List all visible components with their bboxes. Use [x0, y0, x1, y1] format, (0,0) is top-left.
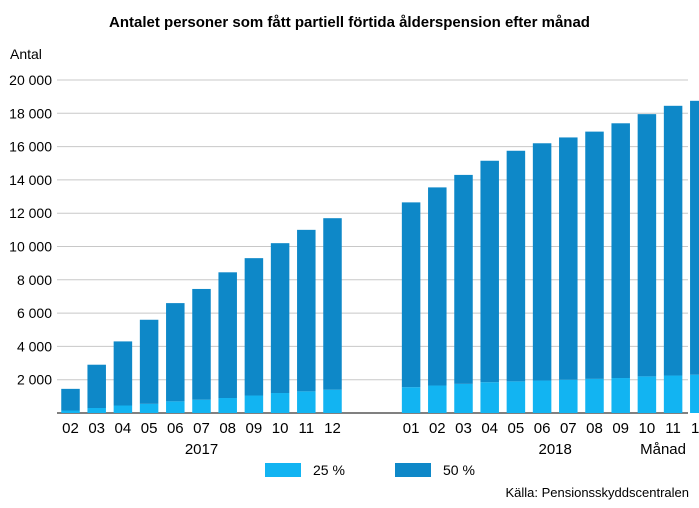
- bar-segment-25: [87, 408, 106, 413]
- x-tick-label: 04: [115, 420, 132, 437]
- bar-segment-50: [192, 288, 211, 400]
- bar-segment-50: [87, 364, 106, 409]
- bar-segment-50: [454, 174, 473, 384]
- y-tick-label: 8 000: [17, 272, 52, 288]
- y-tick-label: 4 000: [17, 338, 52, 354]
- bar-segment-50: [428, 187, 447, 386]
- x-tick-label: 10: [639, 420, 656, 437]
- bar-segment-25: [323, 389, 342, 413]
- x-tick-label: 02: [429, 420, 446, 437]
- bar-segment-25: [166, 401, 185, 413]
- bar-segment-50: [297, 229, 316, 392]
- bar-segment-25: [270, 393, 290, 413]
- x-tick-label: 02: [62, 420, 79, 437]
- chart-title: Antalet personer som fått partiell förti…: [109, 14, 590, 31]
- x-tick-label: 06: [534, 420, 551, 437]
- legend-swatch-50: [395, 463, 431, 477]
- x-tick-label: 08: [219, 420, 236, 437]
- bar-segment-50: [585, 131, 604, 379]
- x-tick-label: 05: [141, 420, 158, 437]
- x-tick-label: 09: [612, 420, 629, 437]
- y-axis-label: Antal: [10, 46, 42, 62]
- y-tick-label: 12 000: [9, 205, 52, 221]
- bar-segment-50: [401, 202, 421, 388]
- bar-segment-25: [61, 410, 80, 413]
- x-tick-label: 12: [324, 420, 341, 437]
- bar-segment-25: [585, 378, 604, 413]
- bar-segment-50: [532, 143, 552, 381]
- bar-segment-25: [454, 383, 473, 413]
- bar-segment-50: [559, 137, 578, 380]
- source-note: Källa: Pensionsskyddscentralen: [505, 485, 689, 500]
- legend-item-25: 25 %: [265, 462, 345, 478]
- legend-label-50: 50 %: [443, 462, 475, 478]
- x-tick-label: 07: [560, 420, 577, 437]
- x-group-label: 2017: [185, 441, 218, 458]
- x-tick-label: 01: [403, 420, 420, 437]
- legend-item-50: 50 %: [395, 462, 475, 478]
- y-tick-label: 20 000: [9, 72, 52, 88]
- y-tick-label: 10 000: [9, 239, 52, 255]
- bar-segment-25: [611, 378, 630, 413]
- bar-segment-50: [637, 114, 657, 377]
- legend-label-25: 25 %: [313, 462, 345, 478]
- bar-segment-50: [113, 341, 133, 406]
- bar-segment-50: [270, 243, 290, 394]
- bar-segment-50: [323, 218, 342, 390]
- x-tick-label: 09: [246, 420, 263, 437]
- bar-segment-25: [192, 399, 211, 413]
- x-axis-label: Månad: [640, 441, 686, 458]
- x-tick-label: 11: [665, 420, 681, 437]
- x-tick-label: 05: [508, 420, 525, 437]
- bar-segment-25: [297, 391, 316, 413]
- bar-segment-25: [401, 387, 421, 413]
- y-tick-label: 14 000: [9, 172, 52, 188]
- bar-segment-25: [663, 375, 683, 413]
- bar-segment-50: [506, 150, 526, 382]
- y-tick-label: 16 000: [9, 139, 52, 155]
- bar-segment-25: [244, 395, 264, 413]
- x-tick-label: 07: [193, 420, 210, 437]
- bar-segment-50: [663, 105, 683, 376]
- x-tick-label: 08: [586, 420, 603, 437]
- bar-segment-25: [506, 381, 526, 413]
- x-tick-label: 11: [299, 420, 315, 437]
- bar-segment-50: [218, 272, 237, 399]
- bar-segment-25: [218, 398, 237, 413]
- bar-segment-25: [532, 380, 552, 413]
- legend-swatch-25: [265, 463, 301, 477]
- bar-segment-25: [690, 374, 699, 413]
- x-tick-label: 06: [167, 420, 184, 437]
- bar-segment-25: [428, 385, 447, 413]
- bar-segment-50: [244, 258, 264, 396]
- x-group-label: 2018: [539, 441, 572, 458]
- x-tick-label: 12: [691, 420, 699, 437]
- x-tick-label: 10: [272, 420, 289, 437]
- y-tick-label: 6 000: [17, 305, 52, 321]
- bar-segment-50: [480, 160, 499, 383]
- bar-segment-25: [559, 379, 578, 413]
- bar-segment-50: [690, 100, 699, 375]
- bar-segment-50: [139, 319, 159, 404]
- bar-segment-50: [611, 123, 630, 379]
- bar-segment-25: [480, 382, 499, 413]
- y-tick-label: 18 000: [9, 105, 52, 121]
- bar-segment-50: [166, 303, 185, 402]
- bar-segment-25: [139, 403, 159, 413]
- legend: 25 % 50 %: [0, 462, 699, 480]
- bar-segment-25: [637, 376, 657, 413]
- x-tick-label: 03: [88, 420, 105, 437]
- bar-segment-25: [113, 405, 133, 413]
- y-tick-label: 2 000: [17, 372, 52, 388]
- x-tick-label: 04: [481, 420, 498, 437]
- x-tick-label: 03: [455, 420, 472, 437]
- bar-segment-50: [61, 388, 80, 411]
